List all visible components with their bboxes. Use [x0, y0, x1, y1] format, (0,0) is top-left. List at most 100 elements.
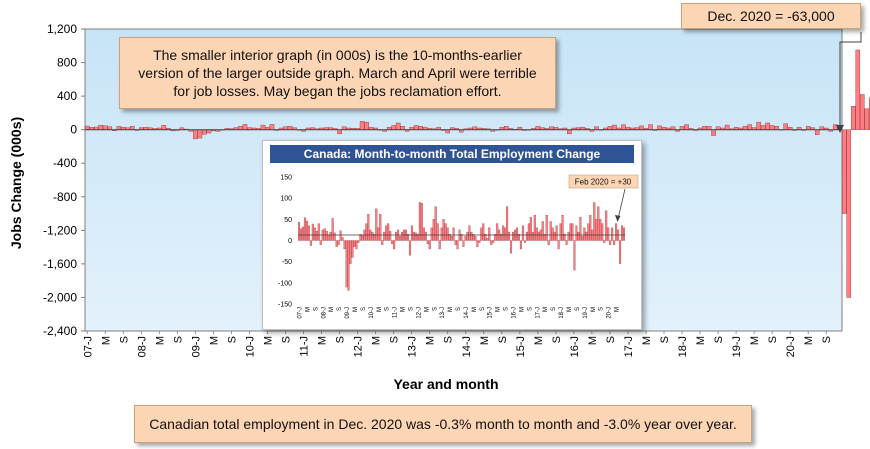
- inset-bar: [579, 217, 582, 241]
- inset-annotation-box: [568, 174, 639, 189]
- inset-bar: [462, 240, 465, 247]
- bar: [841, 129, 847, 214]
- bar: [535, 126, 541, 130]
- inset-x-tick-label: 11-J: [393, 307, 399, 318]
- inset-x-tick-label: S: [456, 307, 462, 311]
- inset-bar: [559, 223, 562, 241]
- bar: [98, 124, 104, 130]
- inset-bar: [603, 240, 606, 243]
- x-tick-label: S: [335, 336, 347, 343]
- inset-bar: [488, 227, 491, 241]
- inset-bar: [414, 232, 417, 241]
- inset-bar: [309, 240, 312, 246]
- x-tick-label: M: [803, 336, 815, 345]
- bar: [648, 124, 653, 130]
- inset-x-tick-label: 12-J: [416, 307, 422, 319]
- bar: [724, 124, 730, 130]
- bar: [197, 129, 203, 139]
- inset-bar: [506, 206, 509, 241]
- x-tick-label: M: [479, 336, 491, 345]
- inset-bar: [597, 206, 600, 241]
- x-tick-label: S: [226, 336, 238, 343]
- inset-bar: [464, 236, 467, 241]
- bar: [84, 125, 90, 130]
- inset-bar: [595, 219, 598, 241]
- inset-bar: [412, 231, 415, 241]
- inset-bar: [565, 240, 568, 245]
- x-tick-label: 10-J: [244, 336, 256, 357]
- bar: [850, 106, 856, 130]
- inset-x-tick-label: S: [361, 307, 367, 311]
- inset-bar: [496, 223, 499, 241]
- inset-bar: [333, 232, 336, 241]
- inset-bar: [508, 231, 511, 241]
- bar: [706, 126, 712, 130]
- inset-bar: [391, 240, 394, 245]
- inset-x-tick-label: 08-J: [321, 307, 327, 319]
- inset-y-tick-label: -100: [278, 280, 292, 287]
- inset-x-tick-label: 16-J: [512, 307, 518, 319]
- x-tick-label: 14-J: [461, 336, 473, 357]
- inset-x-tick-label: M: [615, 307, 621, 312]
- y-tick-label: -2,000: [43, 290, 77, 304]
- inset-bar: [361, 235, 364, 241]
- x-tick-label: S: [605, 336, 617, 343]
- inset-x-tick-label: M: [519, 307, 525, 312]
- bar: [102, 125, 108, 130]
- note-callout: The smaller interior graph (in 000s) is …: [119, 37, 556, 109]
- inset-bar: [399, 236, 402, 241]
- inset-bar: [311, 223, 314, 241]
- inset-bar: [442, 219, 445, 241]
- inset-x-tick-label: M: [543, 307, 549, 312]
- x-tick-label: S: [821, 336, 833, 343]
- bar: [337, 129, 342, 135]
- inset-bar: [337, 240, 340, 245]
- inset-bar: [440, 227, 443, 241]
- inset-x-tick-label: M: [591, 307, 597, 312]
- inset-x-tick-label: M: [353, 307, 359, 312]
- x-tick-label: M: [317, 336, 329, 345]
- inset-bar: [303, 217, 306, 241]
- inset-bar: [325, 231, 328, 241]
- inset-bar: [420, 203, 423, 241]
- inset-bar: [575, 225, 578, 241]
- inset-bar: [408, 240, 411, 256]
- x-tick-label: M: [154, 336, 166, 345]
- x-tick-label: 07-J: [82, 336, 94, 357]
- inset-x-tick-label: S: [385, 307, 391, 311]
- x-tick-label: 12-J: [353, 336, 365, 357]
- inset-chart-frame: 150 100 50 0 -50 -100 -150 07-J M S 08-J M S 09-J M S 1…: [262, 140, 642, 330]
- x-tick-label: 18-J: [677, 336, 689, 357]
- bar: [260, 124, 266, 130]
- bar: [391, 125, 396, 130]
- inset-x-tick-label: S: [408, 307, 414, 311]
- inset-bar: [416, 234, 419, 241]
- bar: [238, 126, 243, 130]
- inset-bar: [456, 240, 459, 250]
- inset-bar: [504, 227, 507, 241]
- bar: [657, 125, 662, 130]
- bar: [395, 122, 401, 130]
- bar: [774, 126, 779, 130]
- inset-bar: [593, 202, 596, 241]
- inset-x-tick-label: 18-J: [559, 307, 565, 319]
- inset-bar: [470, 231, 473, 241]
- bar: [679, 126, 685, 130]
- inset-bar: [555, 225, 558, 241]
- inset-bar: [587, 223, 590, 241]
- y-axis-title: Jobs Change (000s): [8, 117, 24, 249]
- inset-bar: [444, 223, 447, 241]
- x-tick-label: M: [641, 336, 653, 345]
- bar: [193, 129, 198, 140]
- inset-bar: [367, 214, 370, 241]
- inset-bar: [317, 223, 320, 241]
- bar: [359, 121, 365, 130]
- inset-bar: [622, 227, 626, 241]
- inset-bar: [454, 240, 457, 245]
- y-tick-label: -1,200: [43, 223, 77, 237]
- inset-x-tick-label: M: [305, 307, 311, 312]
- bar: [756, 121, 761, 130]
- inset-bar: [573, 240, 576, 271]
- inset-bar: [535, 227, 538, 241]
